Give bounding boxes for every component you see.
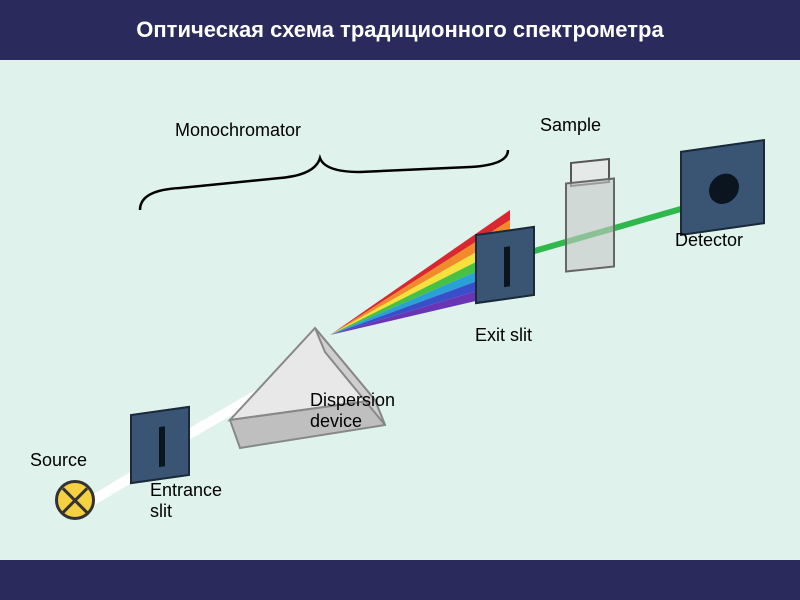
label-sample: Sample	[540, 115, 601, 136]
detector	[680, 139, 765, 236]
light-source	[55, 480, 95, 520]
exit-slit	[475, 226, 535, 304]
title-bar: Оптическая схема традиционного спектроме…	[0, 0, 800, 60]
label-entrance-slit: Entrance slit	[150, 480, 222, 522]
monochromator-brace	[130, 150, 515, 220]
spectrometer-diagram: Source Entrance slit Monochromator Dispe…	[0, 60, 800, 560]
label-monochromator: Monochromator	[175, 120, 301, 141]
entrance-slit	[130, 406, 190, 484]
label-dispersion-device: Dispersion device	[310, 390, 395, 432]
label-exit-slit: Exit slit	[475, 325, 532, 346]
cuvette-body	[565, 177, 615, 272]
sample-cuvette	[565, 157, 615, 272]
label-detector: Detector	[675, 230, 743, 251]
page-title: Оптическая схема традиционного спектроме…	[136, 17, 663, 43]
label-source: Source	[30, 450, 87, 471]
